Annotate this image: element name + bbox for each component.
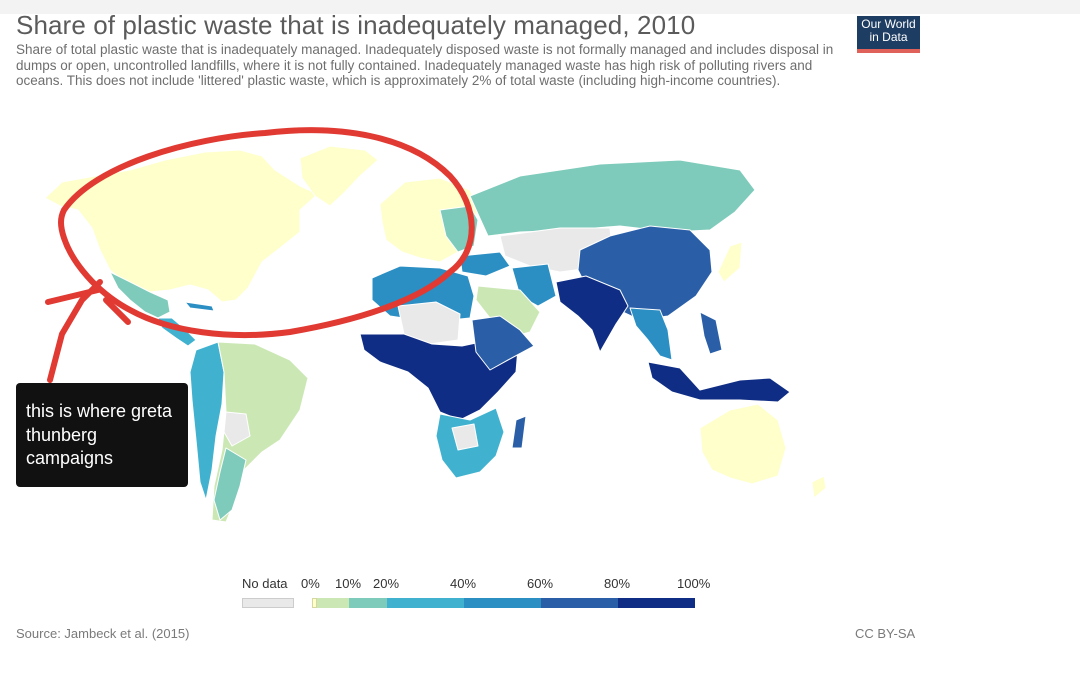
russia-region[interactable] [469,159,756,237]
logo-line-2: in Data [869,29,908,44]
caribbean-region[interactable] [184,301,215,312]
owid-logo[interactable]: Our World in Data [857,16,920,51]
annotation-note: this is where greta thunberg campaigns [16,383,188,487]
madagascar-region[interactable] [511,415,527,449]
logo-line-1: Our World [861,17,916,31]
legend: No data 0% 10% 20% 40% 60% 80% 100% [0,570,1080,610]
legend-swatch-20-40[interactable] [387,598,464,608]
license-link[interactable]: CC BY-SA [855,626,916,641]
legend-swatch-0-10[interactable] [317,598,349,608]
philippines-region[interactable] [699,311,723,355]
map-regions [44,145,827,523]
legend-label-80: 80% [604,576,631,591]
annotation-scribble [45,127,475,383]
world-map [44,127,827,523]
north-america-region[interactable] [44,149,319,303]
legend-label-40: 40% [450,576,477,591]
legend-no-data-swatch[interactable] [242,598,294,608]
page-title: Share of plastic waste that is inadequat… [16,10,696,40]
india-region[interactable] [555,275,629,353]
legend-swatch-40-60[interactable] [464,598,541,608]
logo-accent-bar [857,49,920,53]
new-zealand-region[interactable] [811,475,827,499]
legend-swatch-80-100[interactable] [618,598,695,608]
japan-region[interactable] [717,241,743,283]
legend-label-100: 100% [677,576,711,591]
chart-subtitle: Share of total plastic waste that is ina… [16,42,834,88]
legend-no-data-label: No data [242,576,288,591]
australia-region[interactable] [699,403,787,485]
south-central-africa-nodata-region[interactable] [451,423,479,451]
legend-label-20: 20% [373,576,400,591]
top-bar [0,0,1080,14]
legend-swatch-60-80[interactable] [541,598,618,608]
legend-label-10: 10% [335,576,362,591]
annotation-circle [58,127,475,339]
turkey-region[interactable] [459,251,511,277]
bolivia-nodata-region[interactable] [223,411,251,447]
legend-label-0: 0% [301,576,320,591]
indonesia-region[interactable] [647,361,791,403]
annotation-arrow [45,279,131,383]
greenland-region[interactable] [299,145,379,207]
southeast-asia-region[interactable] [629,307,673,361]
legend-swatch-zero[interactable] [312,598,317,608]
east-africa-region[interactable] [471,315,535,371]
argentina-region[interactable] [213,447,247,521]
legend-label-60: 60% [527,576,554,591]
source-note: Source: Jambeck et al. (2015) [16,626,190,641]
legend-swatch-10-20[interactable] [349,598,387,608]
